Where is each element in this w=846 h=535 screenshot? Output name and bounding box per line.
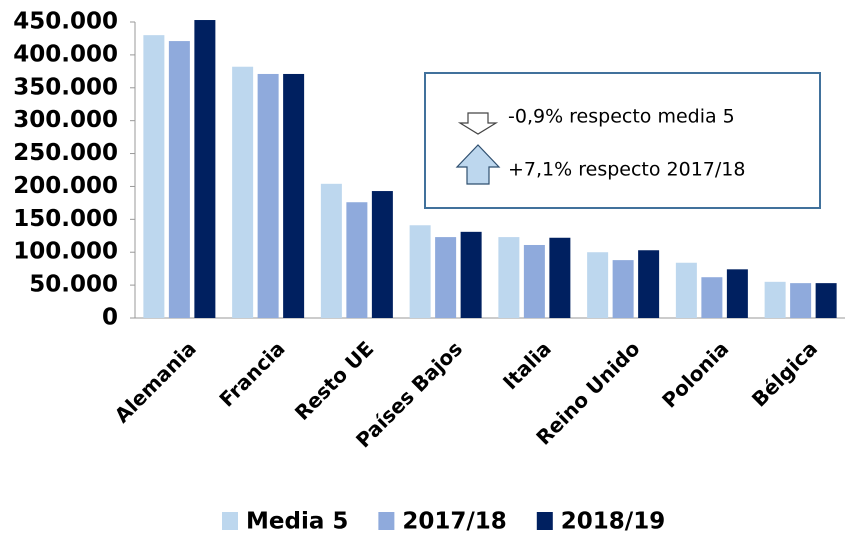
bar xyxy=(765,282,786,318)
bar xyxy=(613,260,634,318)
bar xyxy=(701,277,722,318)
legend: Media 5 2017/18 2018/19 xyxy=(222,509,665,535)
chart: Media 5 2017/18 2018/19 0 50.000 100.000 150.0… xyxy=(0,0,846,535)
bar xyxy=(498,237,519,318)
bar xyxy=(676,263,697,318)
x-tick-label: Polonia xyxy=(657,336,733,412)
y-tick-label: 150.000 xyxy=(13,206,118,232)
y-tick-label: 400.000 xyxy=(13,41,118,67)
bar xyxy=(410,225,431,318)
y-tick-label: 350.000 xyxy=(13,74,118,100)
y-tick-label: 450.000 xyxy=(13,9,118,35)
bar xyxy=(321,184,342,318)
legend-label: 2017/18 xyxy=(402,509,506,535)
bar xyxy=(143,35,164,318)
bar xyxy=(169,41,190,318)
annotation: -0,9% respecto media 5 xyxy=(508,106,735,128)
legend-swatch xyxy=(537,512,553,530)
y-tick-label: 50.000 xyxy=(29,272,118,298)
legend-label: Media 5 xyxy=(246,509,348,535)
bar xyxy=(372,191,393,318)
y-tick-label: 200.000 xyxy=(13,173,118,199)
bar xyxy=(587,252,608,318)
y-tick-label: 250.000 xyxy=(13,140,118,166)
bar xyxy=(638,250,659,318)
bar xyxy=(258,74,279,318)
legend-label: 2018/19 xyxy=(561,509,665,535)
bar xyxy=(435,237,456,318)
bar xyxy=(549,238,570,318)
bar xyxy=(461,232,482,318)
x-tick-label: Bélgica xyxy=(747,336,822,411)
bar xyxy=(727,269,748,318)
bar xyxy=(283,74,304,318)
x-tick-label: Francia xyxy=(214,336,289,411)
y-tick-label: 0 xyxy=(102,305,118,331)
annotation: +7,1% respecto 2017/18 xyxy=(508,159,745,181)
legend-swatch xyxy=(378,512,394,530)
bar xyxy=(524,245,545,318)
legend-swatch xyxy=(222,512,238,530)
x-tick-label: Resto UE xyxy=(290,336,378,424)
y-tick-label: 100.000 xyxy=(13,239,118,265)
bar xyxy=(232,67,253,318)
bar xyxy=(790,283,811,318)
page: {"chart_data": {"type": "bar", "categori… xyxy=(0,0,846,535)
bar xyxy=(194,20,215,318)
x-tick-label: Alemania xyxy=(110,336,201,427)
x-tick-label: Italia xyxy=(498,336,556,394)
y-tick-label: 300.000 xyxy=(13,107,118,133)
annotation-frame xyxy=(425,73,820,208)
bar xyxy=(346,202,367,318)
bar xyxy=(816,283,837,318)
annotation-box: -0,9% respecto media 5 +7,1% respecto 20… xyxy=(425,73,820,208)
